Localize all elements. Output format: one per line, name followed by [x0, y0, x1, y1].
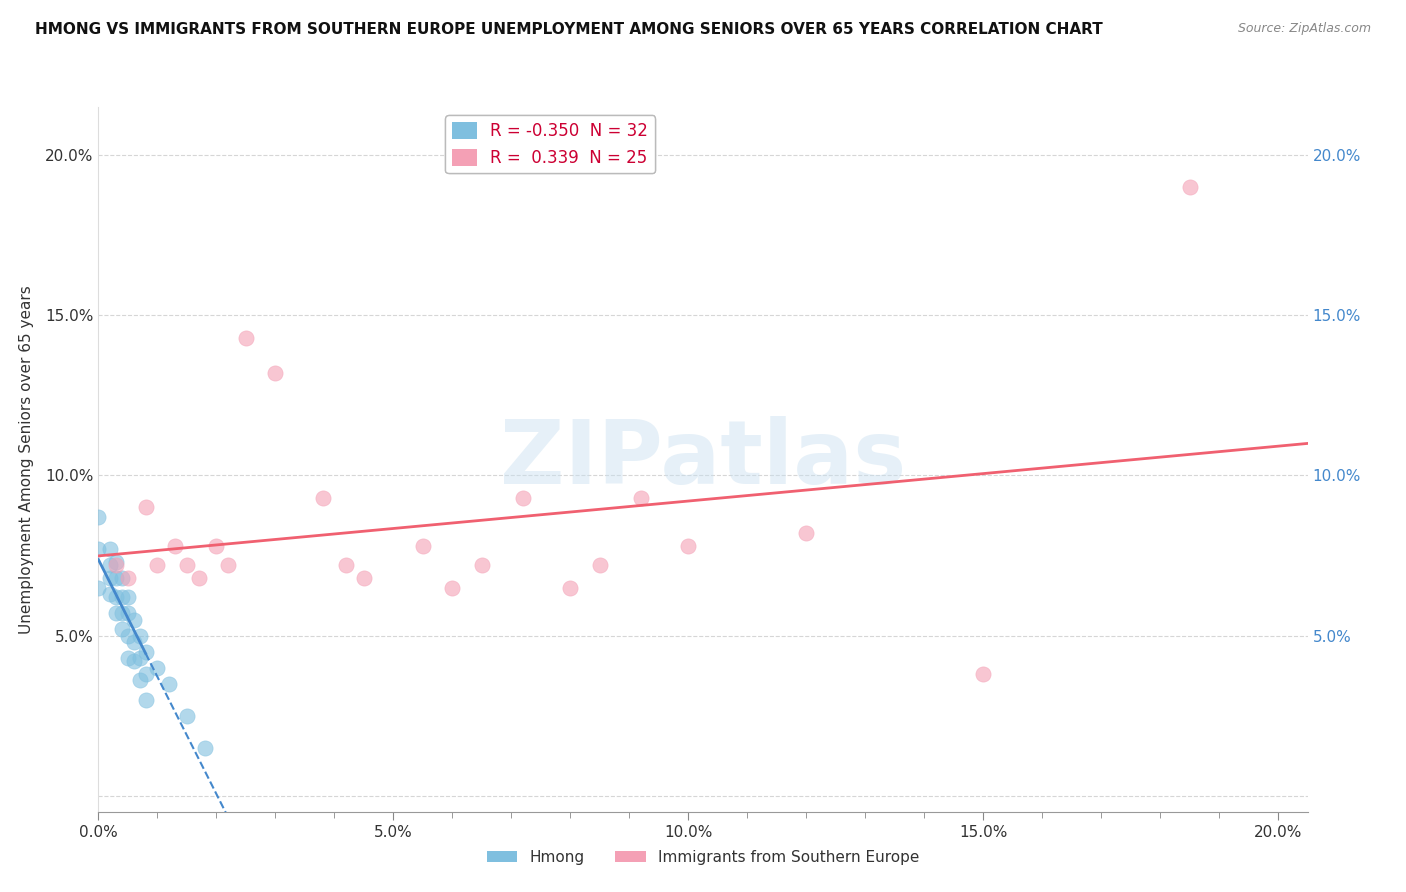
Point: [311, 491, 333, 505]
Legend: R = -0.350  N = 32, R =  0.339  N = 25: R = -0.350 N = 32, R = 0.339 N = 25: [446, 115, 655, 173]
Point: [194, 740, 217, 755]
Point: [146, 558, 169, 573]
Point: [128, 673, 150, 688]
Point: [111, 590, 134, 604]
Point: [471, 558, 494, 573]
Point: [264, 366, 287, 380]
Point: [176, 558, 198, 573]
Point: [122, 654, 145, 668]
Point: [678, 539, 700, 553]
Point: [135, 500, 157, 515]
Point: [512, 491, 534, 505]
Point: [135, 667, 157, 681]
Point: [205, 539, 228, 553]
Point: [98, 558, 121, 573]
Point: [441, 581, 464, 595]
Point: [117, 571, 139, 585]
Point: [972, 667, 994, 681]
Text: HMONG VS IMMIGRANTS FROM SOUTHERN EUROPE UNEMPLOYMENT AMONG SENIORS OVER 65 YEAR: HMONG VS IMMIGRANTS FROM SOUTHERN EUROPE…: [35, 22, 1102, 37]
Point: [217, 558, 239, 573]
Point: [117, 590, 139, 604]
Point: [412, 539, 434, 553]
Text: Source: ZipAtlas.com: Source: ZipAtlas.com: [1237, 22, 1371, 36]
Y-axis label: Unemployment Among Seniors over 65 years: Unemployment Among Seniors over 65 years: [20, 285, 34, 633]
Point: [117, 651, 139, 665]
Point: [794, 526, 817, 541]
Point: [235, 331, 257, 345]
Point: [122, 635, 145, 649]
Point: [98, 542, 121, 557]
Point: [335, 558, 357, 573]
Point: [87, 581, 110, 595]
Point: [165, 539, 187, 553]
Point: [87, 542, 110, 557]
Point: [128, 651, 150, 665]
Point: [135, 644, 157, 658]
Point: [105, 571, 128, 585]
Point: [105, 555, 128, 569]
Point: [128, 628, 150, 642]
Point: [146, 660, 169, 674]
Point: [1178, 180, 1201, 194]
Point: [187, 571, 209, 585]
Point: [353, 571, 375, 585]
Point: [98, 571, 121, 585]
Point: [98, 587, 121, 601]
Legend: Hmong, Immigrants from Southern Europe: Hmong, Immigrants from Southern Europe: [481, 844, 925, 871]
Point: [135, 692, 157, 706]
Point: [105, 606, 128, 620]
Point: [111, 606, 134, 620]
Point: [122, 613, 145, 627]
Point: [157, 676, 180, 690]
Point: [117, 606, 139, 620]
Text: ZIPatlas: ZIPatlas: [501, 416, 905, 503]
Point: [630, 491, 652, 505]
Point: [105, 590, 128, 604]
Point: [176, 708, 198, 723]
Point: [117, 628, 139, 642]
Point: [87, 510, 110, 524]
Point: [560, 581, 582, 595]
Point: [105, 558, 128, 573]
Point: [111, 622, 134, 636]
Point: [589, 558, 612, 573]
Point: [111, 571, 134, 585]
